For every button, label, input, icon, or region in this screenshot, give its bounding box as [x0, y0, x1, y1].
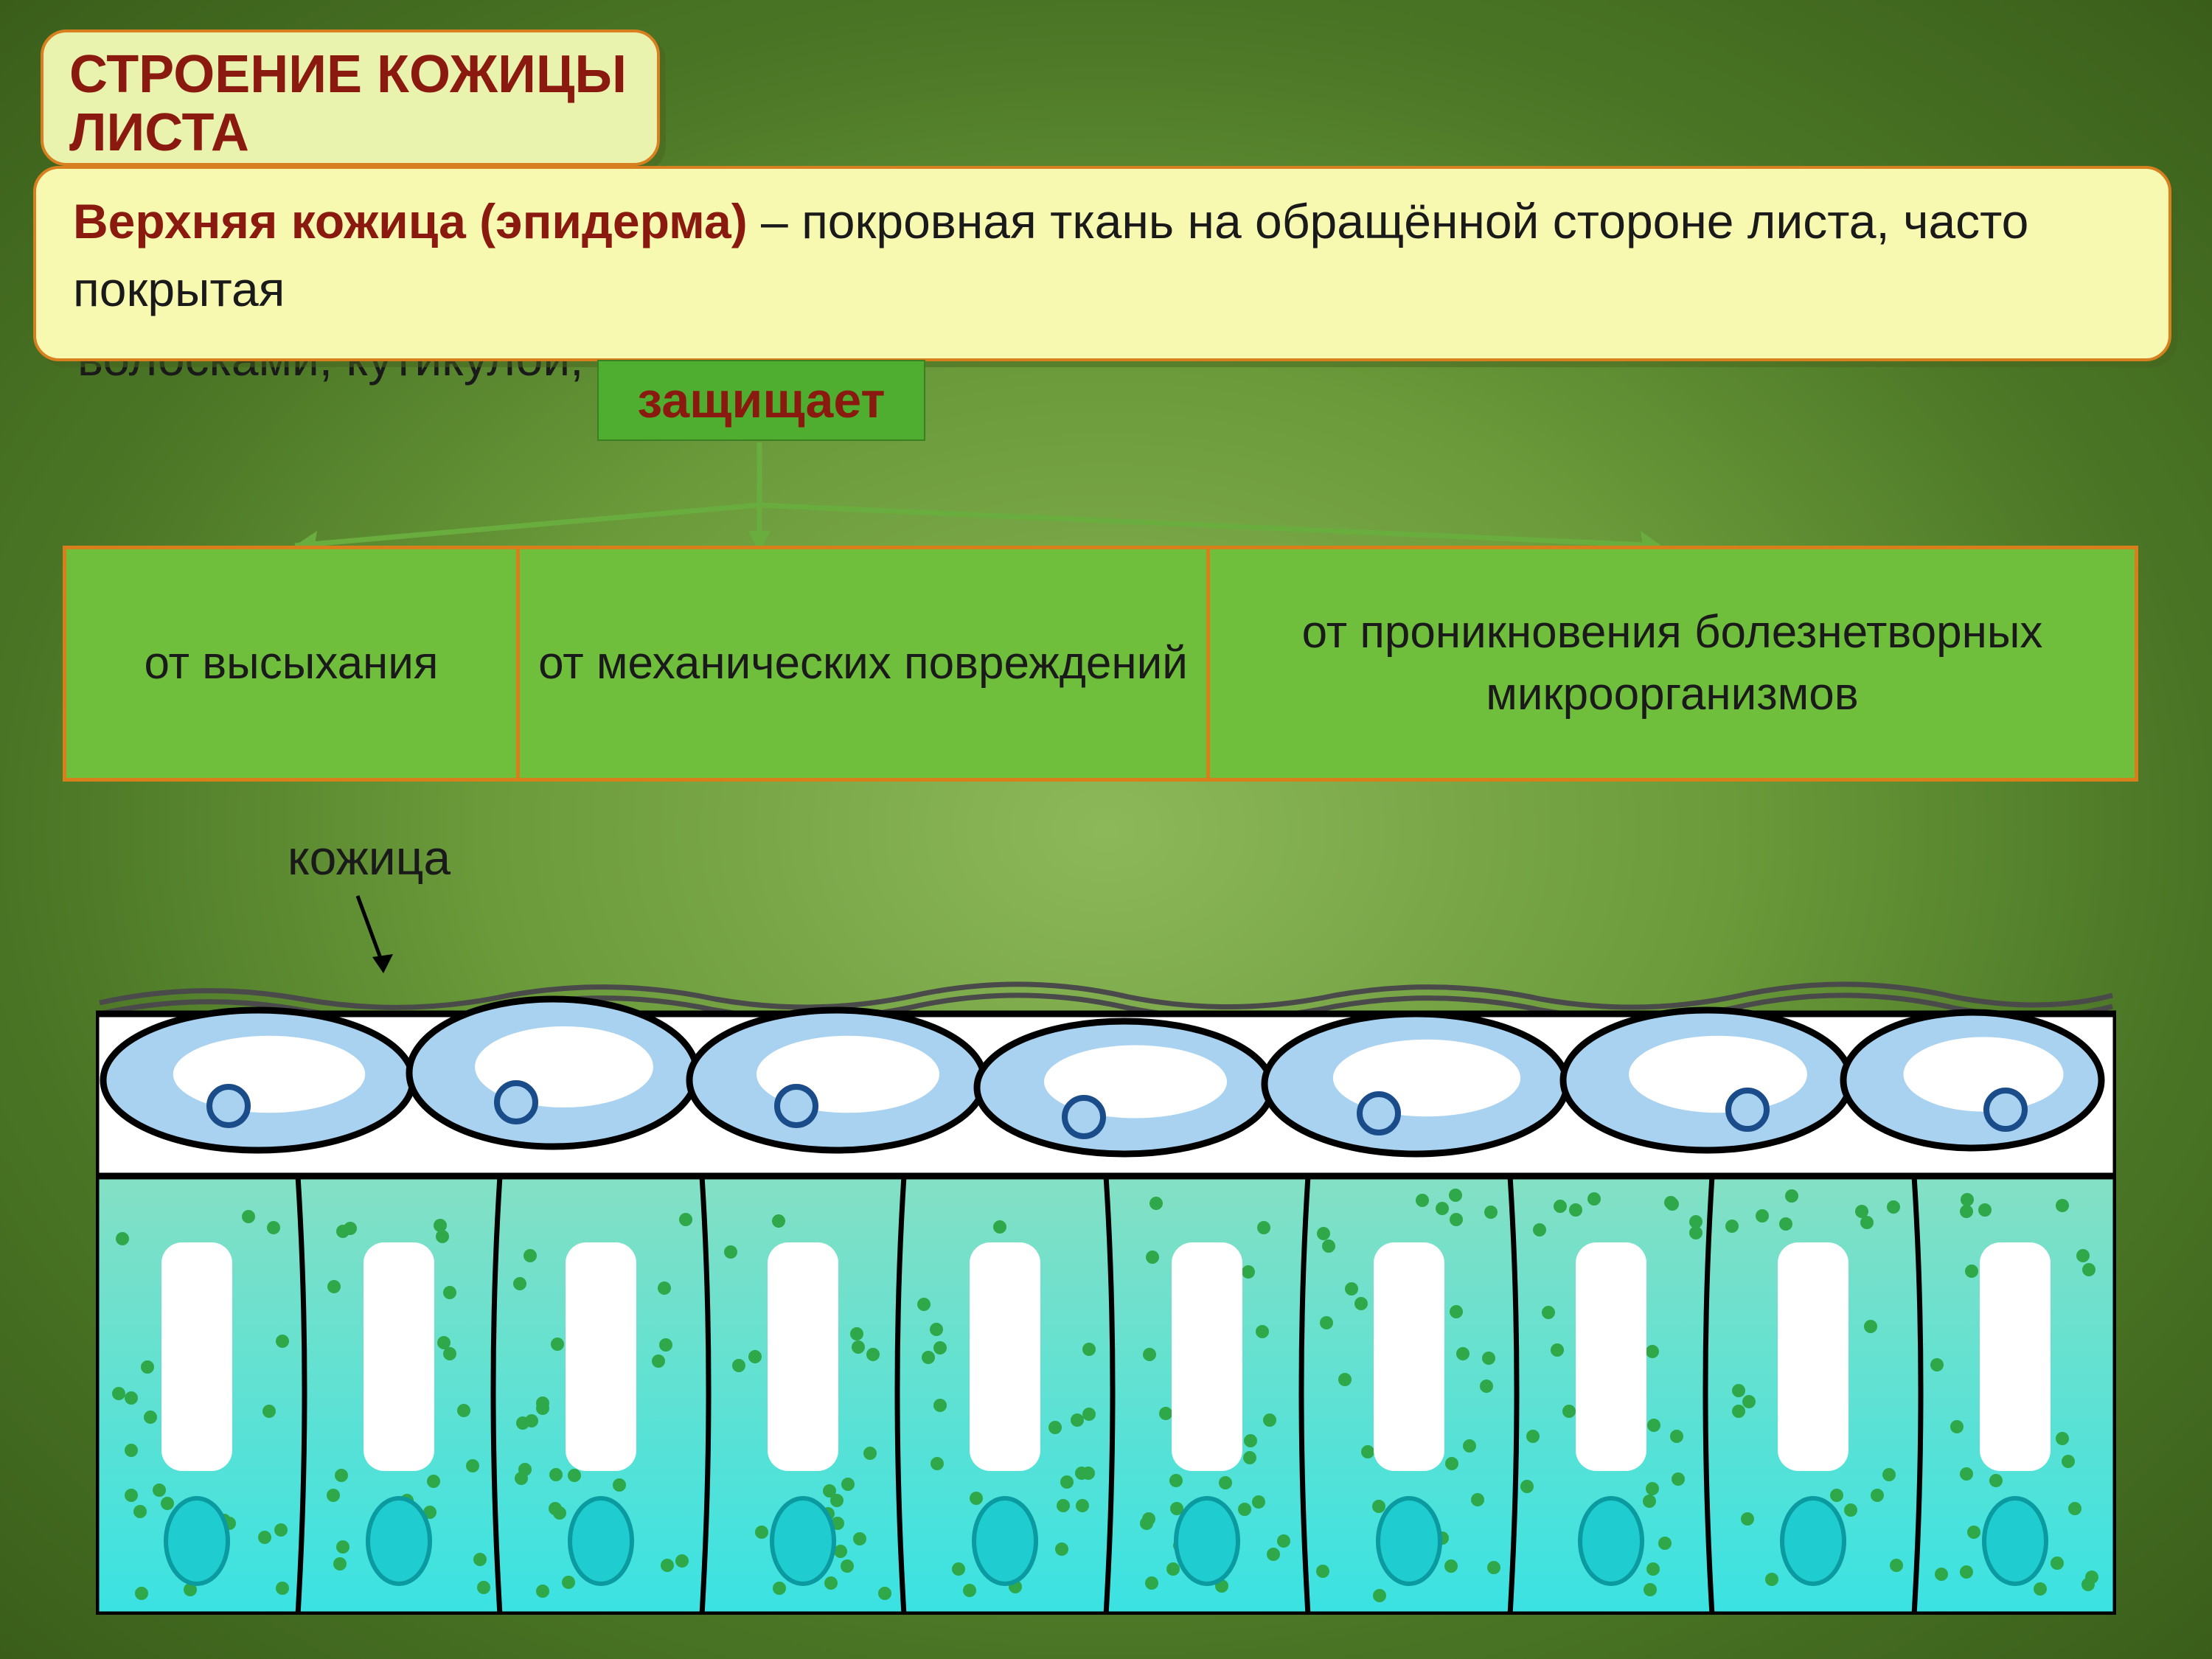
table-cell-drying: от высыхания	[66, 549, 520, 778]
title-box: СТРОЕНИЕ КОЖИЦЫ ЛИСТА	[41, 29, 660, 166]
arrow-connectors	[0, 439, 2212, 557]
protection-table: от высыхания от механических повреждений…	[63, 546, 2138, 782]
leaf-cross-section-diagram	[96, 973, 2116, 1615]
table-cell-microorganisms: от проникновения болезнетворных микроорг…	[1210, 549, 2135, 778]
table-cell-mechanical: от механических повреждений	[520, 549, 1210, 778]
title-text: СТРОЕНИЕ КОЖИЦЫ ЛИСТА	[69, 46, 631, 162]
label-arrow-icon	[343, 892, 402, 981]
definition-term: Верхняя кожица (эпидерма)	[73, 194, 748, 248]
protect-label: защищает	[637, 372, 885, 429]
definition-box: Верхняя кожица (эпидерма) – покровная тк…	[33, 166, 2171, 361]
protect-box: защищает	[597, 360, 925, 441]
diagram-label: кожица	[288, 830, 451, 886]
